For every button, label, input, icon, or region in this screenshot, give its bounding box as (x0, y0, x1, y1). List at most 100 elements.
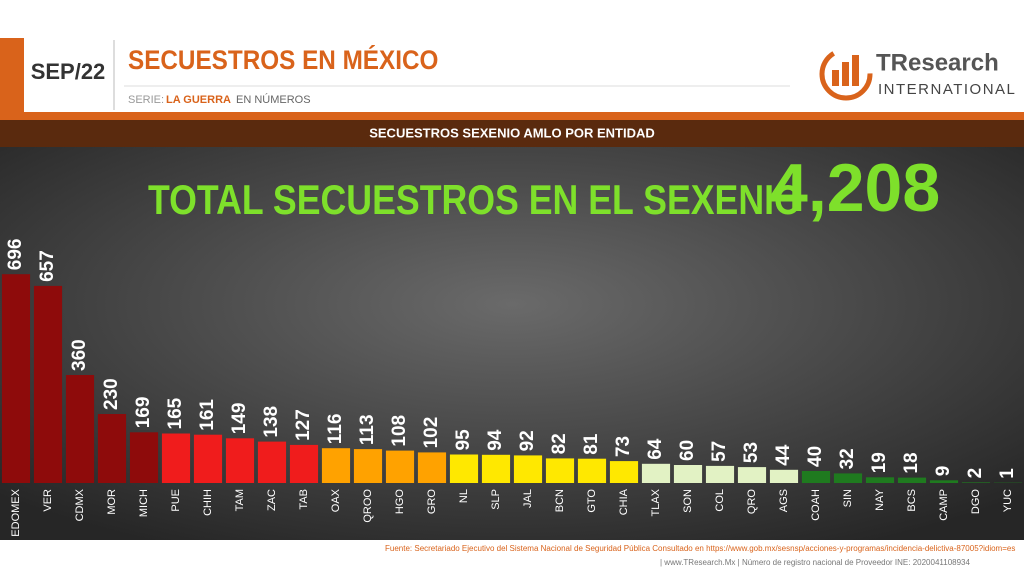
x-tick-label: COL (714, 489, 726, 512)
bar (641, 463, 671, 483)
value-label: 32 (837, 448, 858, 469)
value-label: 138 (261, 406, 282, 438)
bar (417, 452, 447, 483)
value-label: 9 (933, 466, 954, 477)
x-tick-label: CAMP (938, 489, 950, 521)
x-tick-label: DGO (970, 489, 982, 515)
series-name: LA GUERRA (166, 94, 231, 106)
bar (801, 471, 831, 483)
value-label: 95 (453, 429, 474, 451)
value-label: 73 (613, 436, 634, 457)
value-label: 696 (5, 238, 26, 270)
bar (321, 448, 351, 483)
x-tick-label: GRO (426, 489, 438, 515)
bar (385, 450, 415, 483)
bar (161, 433, 191, 483)
bar (705, 465, 735, 483)
bar (193, 434, 223, 483)
bar (513, 455, 543, 483)
accent-bar (0, 38, 24, 112)
logo-bar (842, 62, 849, 86)
x-tick-label: SLP (490, 489, 502, 510)
bar (33, 285, 63, 483)
value-label: 60 (677, 440, 698, 461)
value-label: 18 (901, 452, 922, 473)
value-label: 230 (101, 378, 122, 410)
series-suffix: EN NÚMEROS (236, 93, 311, 106)
x-tick-label: COAH (810, 489, 822, 521)
value-label: 64 (645, 438, 666, 460)
x-tick-label: SON (682, 489, 694, 513)
x-tick-label: CHIA (618, 488, 630, 515)
value-label: 127 (293, 409, 314, 441)
x-tick-label: VER (42, 489, 54, 512)
bar (577, 458, 607, 483)
bar (129, 432, 159, 483)
date: SEP/22 (31, 59, 106, 84)
value-label: 92 (517, 430, 538, 451)
x-tick-label: CDMX (74, 488, 86, 521)
value-label: 108 (389, 415, 410, 447)
credit: | www.TResearch.Mx | Número de registro … (660, 558, 971, 567)
logo-ring (819, 47, 873, 101)
x-tick-label: NL (458, 489, 470, 503)
value-label: 2 (965, 468, 986, 479)
source: Fuente: Secretariado Ejecutivo del Siste… (385, 544, 1015, 553)
logo: TResearch INTERNATIONAL (819, 47, 1015, 101)
value-label: 57 (709, 441, 730, 462)
bar (353, 449, 383, 483)
bar (225, 438, 255, 483)
value-label: 40 (805, 446, 826, 467)
value-label: 116 (325, 414, 346, 445)
orange-band (0, 112, 1024, 120)
x-tick-label: PUE (170, 489, 182, 512)
bar (65, 375, 95, 483)
bar (257, 441, 287, 483)
value-label: 82 (549, 433, 570, 454)
value-label: 169 (133, 397, 154, 429)
x-tick-label: BCN (554, 489, 566, 512)
x-tick-label: MICH (138, 489, 150, 517)
subtitle: SECUESTROS SEXENIO AMLO POR ENTIDAD (369, 125, 655, 140)
bar (545, 458, 575, 483)
x-tick-label: CHIH (202, 489, 214, 516)
x-tick-label: EDOMEX (10, 488, 22, 536)
x-tick-label: QROO (362, 489, 374, 523)
bar (449, 454, 479, 483)
x-tick-label: YUC (1002, 489, 1014, 512)
value-label: 149 (229, 403, 250, 435)
value-label: 94 (485, 429, 506, 451)
value-label: 657 (37, 250, 58, 282)
subtitle-band (0, 120, 1024, 147)
x-tick-label: JAL (522, 489, 534, 508)
x-tick-label: TAB (298, 489, 310, 510)
bar (609, 461, 639, 483)
value-label: 165 (165, 397, 186, 429)
bar (865, 477, 895, 483)
x-tick-label: GTO (586, 489, 598, 513)
bar (737, 467, 767, 483)
bar (769, 469, 799, 483)
x-tick-label: TAM (234, 489, 246, 511)
bar (1, 274, 31, 483)
bar (897, 477, 927, 483)
x-tick-label: BCS (906, 489, 918, 512)
x-tick-label: TLAX (650, 488, 662, 516)
x-tick-label: AGS (778, 489, 790, 512)
logo-bar (852, 55, 859, 86)
value-label: 1 (997, 468, 1018, 479)
annotation: TOTAL SECUESTROS EN EL SEXENIO (148, 177, 802, 223)
x-tick-label: SIN (842, 489, 854, 507)
x-tick-label: OAX (330, 488, 342, 512)
bar (833, 473, 863, 483)
x-tick-label: ZAC (266, 489, 278, 511)
value-label: 19 (869, 452, 890, 473)
bar (673, 465, 703, 483)
value-label: 113 (357, 414, 378, 445)
bar (97, 414, 127, 483)
bar (961, 482, 991, 483)
value-label: 44 (773, 444, 794, 466)
bar (481, 454, 511, 483)
total: 4,208 (770, 150, 940, 226)
